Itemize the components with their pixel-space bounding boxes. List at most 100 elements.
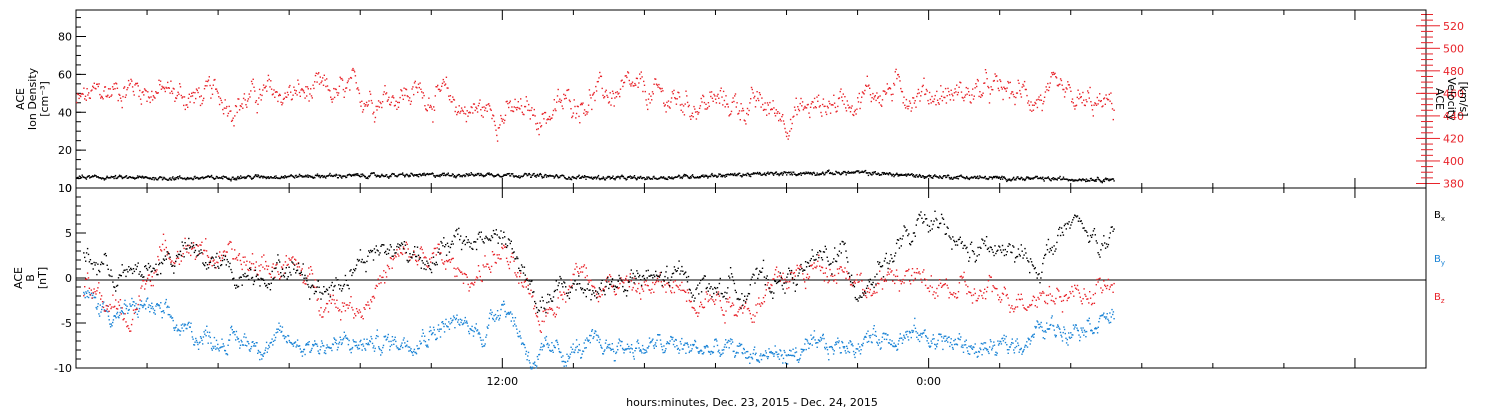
velocity-point bbox=[1011, 91, 1014, 93]
by-point bbox=[1009, 346, 1011, 348]
by-point bbox=[558, 348, 560, 350]
density-point bbox=[723, 174, 726, 177]
by-point bbox=[820, 339, 822, 341]
velocity-point bbox=[665, 111, 667, 113]
by-point bbox=[218, 350, 220, 352]
by-point bbox=[169, 314, 171, 316]
density-point bbox=[381, 174, 384, 177]
velocity-point bbox=[248, 93, 250, 95]
velocity-point bbox=[379, 101, 381, 103]
bz-point bbox=[493, 253, 496, 256]
by-point bbox=[342, 337, 345, 340]
by-point bbox=[1077, 330, 1079, 332]
by-point bbox=[1007, 352, 1009, 354]
density-point bbox=[266, 176, 268, 178]
density-point bbox=[174, 177, 176, 179]
top-right-tick-label: 480 bbox=[1443, 65, 1464, 78]
by-point bbox=[851, 343, 853, 345]
by-point bbox=[409, 349, 411, 352]
by-point bbox=[811, 344, 813, 346]
velocity-point bbox=[552, 109, 555, 112]
velocity-point bbox=[979, 91, 981, 93]
by-point bbox=[836, 341, 838, 343]
by-point bbox=[945, 335, 947, 337]
by-point bbox=[814, 339, 816, 341]
density-point bbox=[116, 177, 119, 179]
bz-point bbox=[120, 313, 122, 315]
velocity-point bbox=[405, 88, 408, 91]
density-point bbox=[853, 171, 855, 173]
by-point bbox=[543, 345, 545, 347]
velocity-point bbox=[746, 112, 748, 115]
density-point bbox=[709, 175, 712, 178]
by-point bbox=[395, 345, 398, 347]
by-point bbox=[351, 346, 354, 349]
by-point bbox=[232, 332, 234, 334]
by-point bbox=[471, 325, 473, 328]
by-point bbox=[651, 339, 653, 342]
by-point bbox=[382, 346, 384, 349]
bz-point bbox=[193, 246, 196, 249]
velocity-point bbox=[880, 104, 882, 106]
velocity-point bbox=[920, 90, 923, 93]
density-point bbox=[113, 177, 115, 180]
velocity-point bbox=[359, 101, 361, 103]
velocity-point bbox=[886, 83, 888, 85]
by-point bbox=[802, 348, 804, 351]
density-point bbox=[417, 174, 419, 176]
bz-point bbox=[101, 301, 104, 303]
velocity-point bbox=[803, 107, 805, 109]
by-point bbox=[213, 336, 216, 339]
density-point bbox=[619, 177, 621, 180]
density-point bbox=[984, 175, 986, 178]
velocity-point bbox=[817, 94, 820, 96]
density-point bbox=[733, 174, 735, 176]
by-point bbox=[868, 340, 870, 343]
by-point bbox=[941, 340, 943, 342]
by-point bbox=[233, 331, 235, 333]
by-point bbox=[689, 350, 691, 352]
velocity-point bbox=[177, 91, 179, 93]
by-point bbox=[439, 336, 442, 338]
velocity-point bbox=[1022, 83, 1024, 86]
by-point bbox=[861, 344, 863, 346]
by-point bbox=[665, 343, 668, 345]
density-point bbox=[1109, 178, 1111, 180]
density-point bbox=[771, 172, 773, 174]
density-point bbox=[570, 177, 572, 180]
by-point bbox=[473, 330, 475, 333]
by-point bbox=[974, 343, 976, 345]
by-point bbox=[281, 326, 284, 328]
velocity-point bbox=[671, 91, 674, 93]
by-point bbox=[314, 342, 317, 345]
density-point bbox=[112, 176, 115, 178]
velocity-point bbox=[690, 118, 692, 120]
density-point bbox=[439, 175, 441, 178]
velocity-point bbox=[754, 95, 756, 98]
by-point bbox=[660, 343, 662, 345]
bz-point bbox=[487, 263, 489, 265]
by-point bbox=[741, 352, 743, 354]
velocity-point bbox=[591, 108, 593, 111]
density-point bbox=[1090, 177, 1092, 180]
density-point bbox=[552, 175, 555, 177]
velocity-point bbox=[595, 90, 598, 92]
velocity-point bbox=[916, 95, 918, 98]
velocity-point bbox=[579, 122, 581, 124]
by-point bbox=[165, 298, 167, 301]
by-point bbox=[757, 359, 759, 361]
bz-point bbox=[118, 304, 121, 307]
density-point bbox=[143, 176, 146, 179]
density-point bbox=[94, 175, 97, 177]
velocity-point bbox=[494, 124, 496, 127]
velocity-point bbox=[386, 100, 389, 102]
by-point bbox=[793, 354, 795, 357]
by-point bbox=[1045, 331, 1047, 333]
by-point bbox=[482, 339, 484, 341]
velocity-point bbox=[635, 77, 638, 79]
velocity-point bbox=[249, 96, 251, 98]
velocity-point bbox=[230, 120, 233, 122]
velocity-point bbox=[429, 104, 432, 107]
bottom-left-tick-label: 5 bbox=[65, 227, 72, 240]
